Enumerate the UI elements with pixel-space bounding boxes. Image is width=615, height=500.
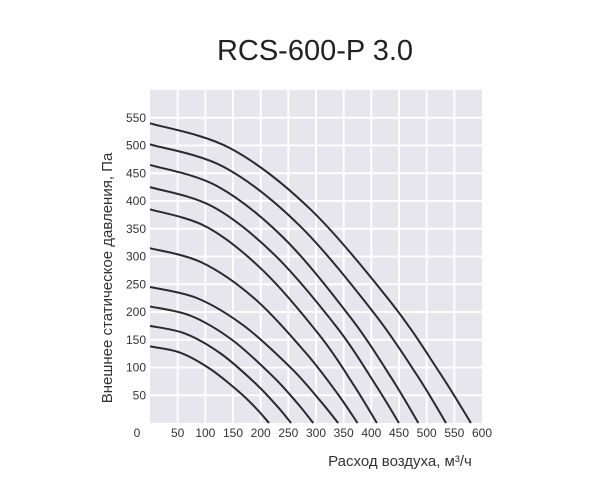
series-line bbox=[149, 345, 270, 424]
y-tick-label: 50 bbox=[133, 388, 147, 402]
x-axis-label: Расход воздуха, м³/ч bbox=[328, 453, 472, 470]
x-tick-labels: 0 50 100 150 200 250 300 350 400 450 500 550 600 bbox=[134, 426, 493, 440]
x-tick-label: 350 bbox=[334, 426, 354, 440]
x-tick-label: 400 bbox=[361, 426, 381, 440]
series-line bbox=[149, 305, 315, 424]
series-line bbox=[149, 143, 447, 424]
x-tick-label: 550 bbox=[444, 426, 464, 440]
x-tick-label: 200 bbox=[251, 426, 271, 440]
y-tick-label: 500 bbox=[126, 139, 146, 153]
series-line bbox=[149, 324, 292, 424]
x-tick-label: 0 bbox=[134, 426, 141, 440]
y-tick-label: 150 bbox=[126, 333, 146, 347]
x-tick-label: 150 bbox=[223, 426, 243, 440]
series-lines bbox=[149, 122, 472, 424]
series-line bbox=[149, 122, 472, 424]
y-tick-label: 350 bbox=[126, 222, 146, 236]
series-line bbox=[149, 186, 400, 424]
grid bbox=[150, 90, 482, 423]
y-tick-label: 300 bbox=[126, 250, 146, 264]
chart-title: RCS-600-P 3.0 bbox=[217, 35, 413, 67]
y-tick-label: 400 bbox=[126, 194, 146, 208]
y-tick-label: 450 bbox=[126, 166, 146, 180]
x-tick-label: 600 bbox=[472, 426, 492, 440]
x-tick-label: 300 bbox=[306, 426, 326, 440]
x-tick-label: 100 bbox=[195, 426, 215, 440]
series-line bbox=[149, 286, 339, 424]
x-tick-label: 50 bbox=[171, 426, 185, 440]
y-tick-labels: 50 100 150 200 250 300 350 400 450 500 550 bbox=[126, 111, 146, 403]
x-tick-label: 450 bbox=[389, 426, 409, 440]
y-tick-label: 250 bbox=[126, 277, 146, 291]
series-line bbox=[149, 163, 420, 424]
series-line bbox=[149, 208, 378, 424]
y-tick-label: 100 bbox=[126, 361, 146, 375]
x-tick-label: 500 bbox=[417, 426, 437, 440]
y-tick-label: 550 bbox=[126, 111, 146, 125]
x-tick-label: 250 bbox=[278, 426, 298, 440]
series-line bbox=[149, 247, 359, 424]
y-axis-label: Внешнее статическое давления, Па bbox=[99, 152, 116, 403]
y-tick-label: 200 bbox=[126, 305, 146, 319]
